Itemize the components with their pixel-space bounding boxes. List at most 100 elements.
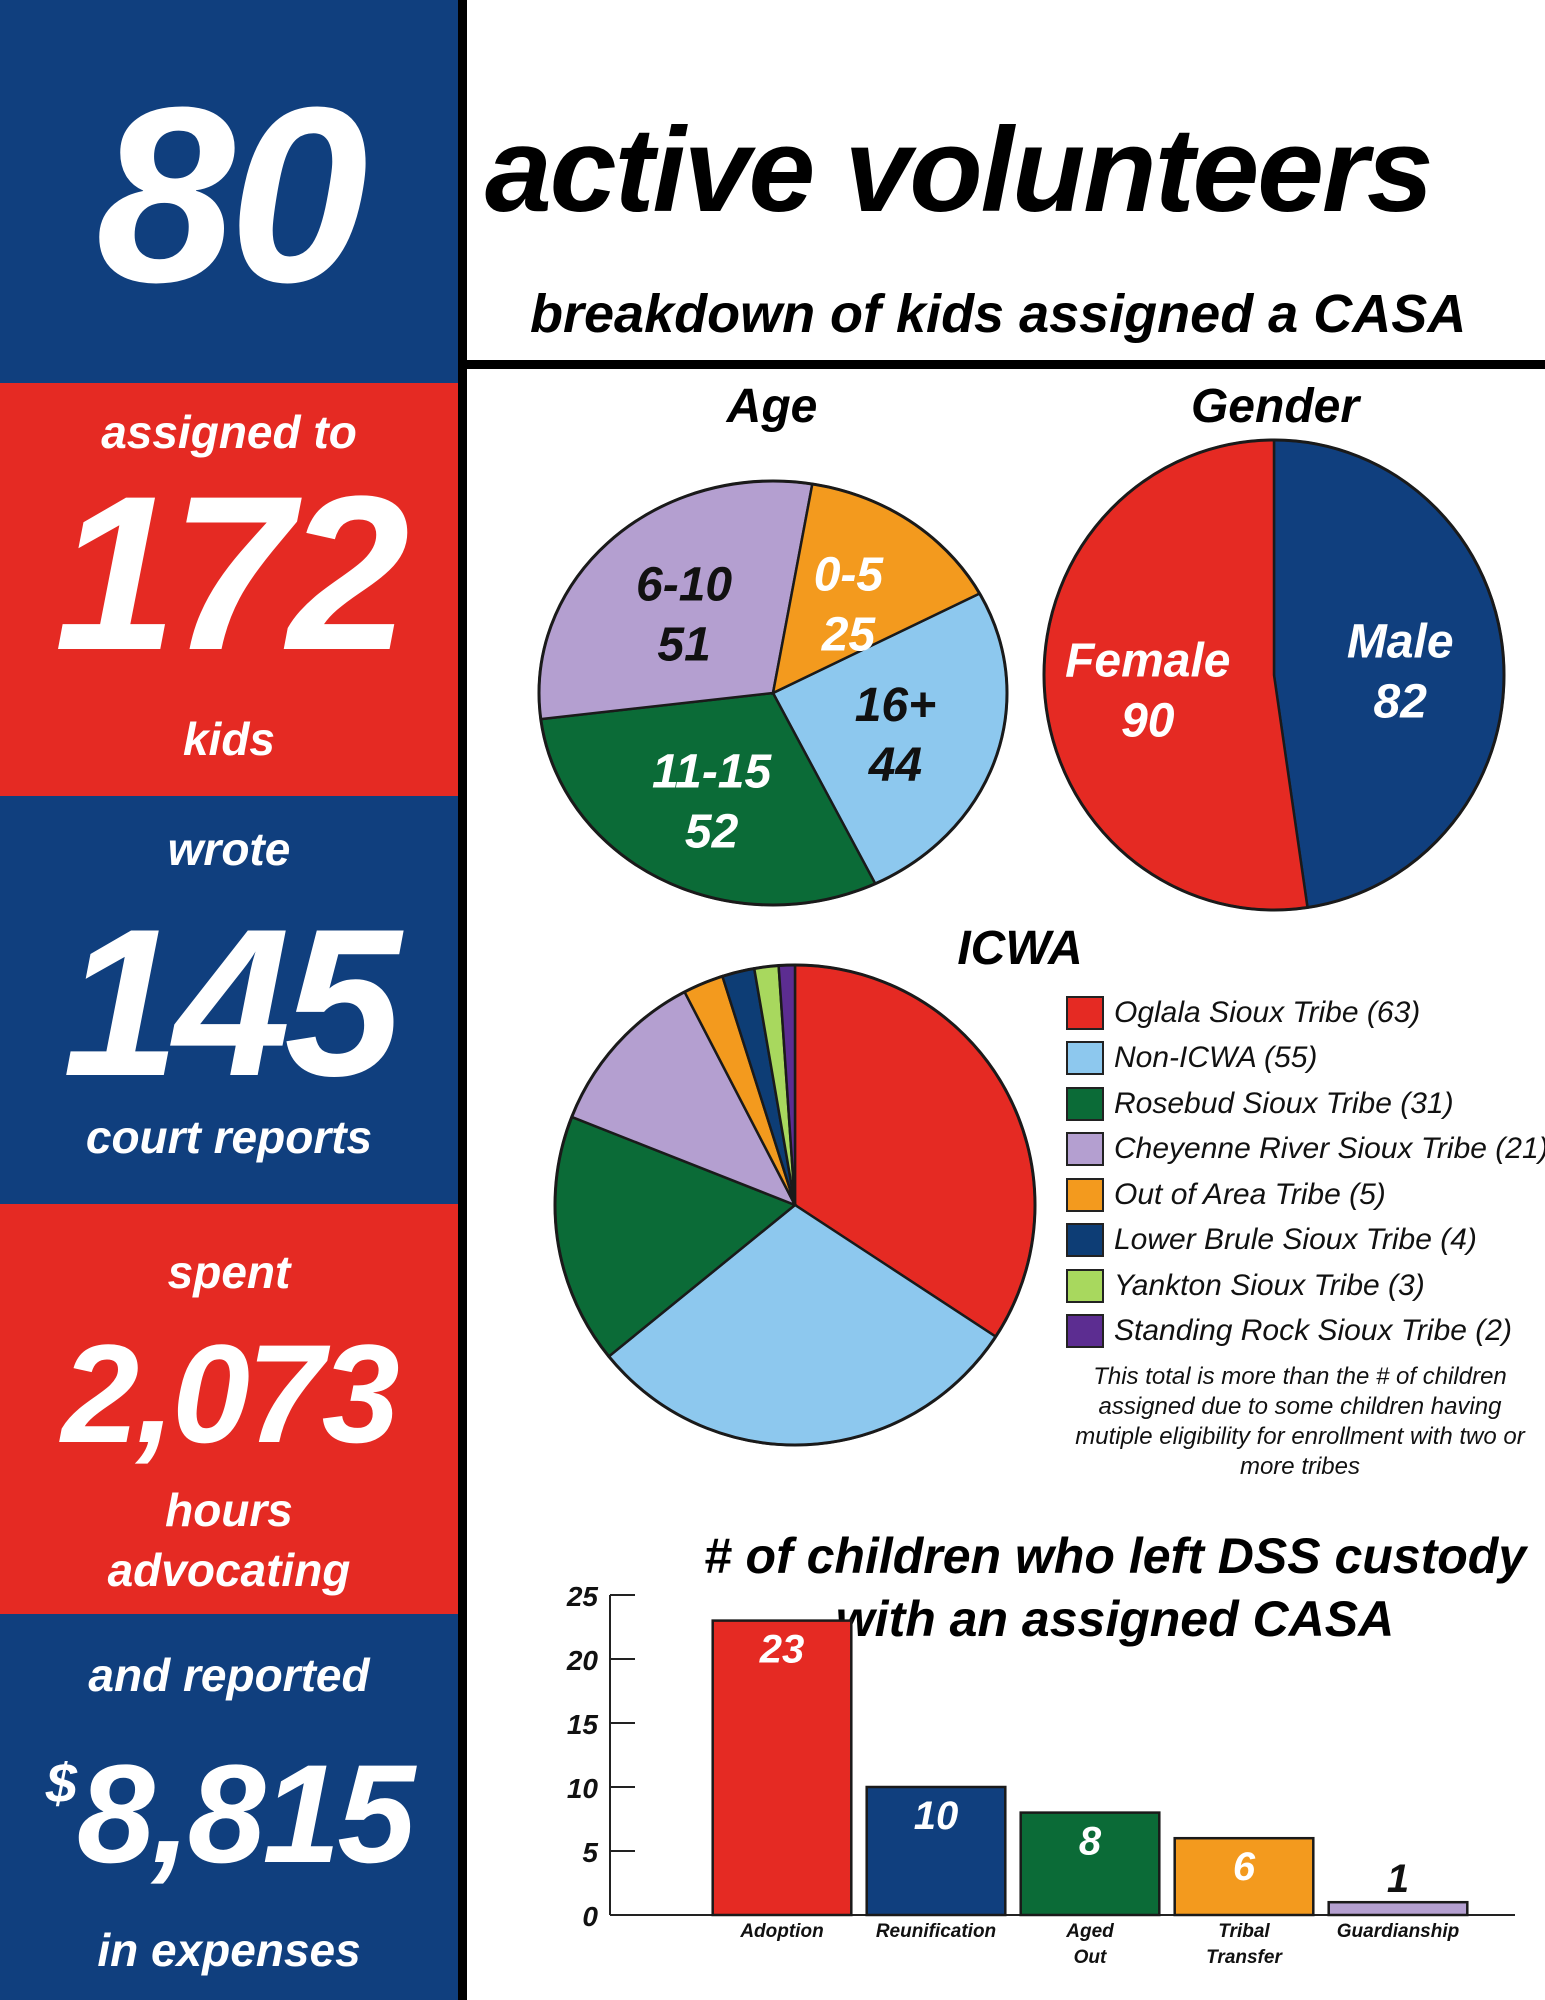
icwa-pie-chart bbox=[553, 963, 1037, 1447]
bar-value-adoption: 23 bbox=[759, 1628, 805, 1672]
pie-label-male: Male bbox=[1347, 616, 1454, 669]
kids-block: assigned to 172 kids bbox=[0, 383, 458, 796]
bar-chart-title-line1: # of children who left DSS custody bbox=[703, 1528, 1527, 1584]
legend-swatch bbox=[1066, 1132, 1104, 1167]
icwa-note: This total is more than the # of childre… bbox=[1075, 1363, 1525, 1480]
expenses-block: and reported $8,815 in expenses bbox=[0, 1614, 458, 2000]
pie-label-6-10: 6-10 bbox=[636, 559, 732, 612]
hours-number: 2,073 bbox=[61, 1315, 399, 1472]
y-tick-label-25: 25 bbox=[566, 1581, 599, 1612]
x-tick-label-reunification: Reunification bbox=[876, 1921, 996, 1942]
legend-label: Rosebud Sioux Tribe (31) bbox=[1114, 1086, 1454, 1120]
y-tick-label-10: 10 bbox=[567, 1773, 599, 1804]
legend-swatch bbox=[1066, 1177, 1104, 1212]
legend-item-rosebud-sioux-tribe: Rosebud Sioux Tribe (31) bbox=[1066, 1081, 1541, 1127]
legend-swatch bbox=[1066, 1041, 1104, 1076]
y-tick-label-15: 15 bbox=[567, 1709, 599, 1740]
icwa-chart-title: ICWA bbox=[957, 922, 1083, 975]
bar-value-tribal-transfer: 6 bbox=[1233, 1845, 1256, 1889]
hours-label: hours bbox=[165, 1484, 293, 1536]
legend-label: Yankton Sioux Tribe (3) bbox=[1114, 1268, 1425, 1302]
pie-outline-age bbox=[537, 479, 1009, 907]
x-tick-label-guardianship: Guardianship bbox=[1337, 1921, 1459, 1942]
in-expenses-label: in expenses bbox=[97, 1924, 361, 1976]
legend-item-lower-brule-sioux-tribe: Lower Brule Sioux Tribe (4) bbox=[1066, 1218, 1541, 1264]
volunteers-block: 80 bbox=[0, 0, 458, 383]
reports-block: wrote 145 court reports bbox=[0, 796, 458, 1204]
legend-item-out-of-area-tribe: Out of Area Tribe (5) bbox=[1066, 1172, 1541, 1218]
expenses-number: $8,815 bbox=[0, 1744, 458, 1884]
legend-item-oglala-sioux-tribe: Oglala Sioux Tribe (63) bbox=[1066, 990, 1541, 1036]
legend-label: Standing Rock Sioux Tribe (2) bbox=[1114, 1314, 1512, 1348]
bar-value-aged-out: 8 bbox=[1079, 1820, 1102, 1864]
pie-value-male: 82 bbox=[1374, 676, 1428, 729]
bar-chart-title: # of children who left DSS custody with … bbox=[690, 1525, 1540, 1650]
pie-outline-gender bbox=[1042, 438, 1506, 912]
assigned-to-label: assigned to bbox=[101, 406, 357, 458]
pie-value-0-5: 25 bbox=[821, 609, 877, 662]
legend-item-standing-rock-sioux-tribe: Standing Rock Sioux Tribe (2) bbox=[1066, 1309, 1541, 1355]
gender-chart-title: Gender bbox=[1190, 380, 1360, 433]
age-pie-chart: 16+ 44 11-15 52 6-10 51 0-5 25 bbox=[537, 479, 1009, 907]
legend-swatch bbox=[1066, 1223, 1104, 1258]
pie-value-6-10: 51 bbox=[657, 619, 710, 672]
pie-slice-gender-male bbox=[1272, 438, 1506, 909]
legend-item-non-icwa: Non-ICWA (55) bbox=[1066, 1036, 1541, 1082]
gender-pie-chart: Male 82 Female 90 bbox=[1042, 438, 1506, 912]
header-rule bbox=[467, 360, 1545, 369]
x-tick-label-adoption: Adoption bbox=[739, 1921, 823, 1942]
page-subtitle: breakdown of kids assigned a CASA bbox=[530, 284, 1467, 344]
dss-custody-bar-chart: 0 5 10 15 20 25 23 Adoption 10 Reunification 8 Aged… bbox=[566, 1581, 1515, 1968]
pie-label-female: Female bbox=[1065, 634, 1230, 687]
legend-swatch bbox=[1066, 995, 1104, 1030]
spent-label: spent bbox=[167, 1246, 291, 1298]
bar-adoption bbox=[711, 1619, 853, 1917]
bar-reunification bbox=[865, 1785, 1007, 1917]
legend-swatch bbox=[1066, 1268, 1104, 1303]
x-tick-label-tribal-transfer: Tribal bbox=[1218, 1921, 1270, 1942]
legend-label: Oglala Sioux Tribe (63) bbox=[1114, 995, 1421, 1029]
wrote-label: wrote bbox=[167, 823, 291, 875]
pie-label-16: 16+ bbox=[855, 679, 936, 732]
dollar-sign: $ bbox=[45, 1751, 77, 1814]
bar-value-reunification: 10 bbox=[914, 1794, 959, 1838]
court-reports-label: court reports bbox=[85, 1111, 373, 1163]
legend-item-cheyenne-river-sioux-tribe: Cheyenne River Sioux Tribe (21) bbox=[1066, 1127, 1545, 1173]
expenses-value: 8,815 bbox=[76, 1735, 415, 1892]
legend-label: Lower Brule Sioux Tribe (4) bbox=[1114, 1223, 1477, 1257]
icwa-legend: Oglala Sioux Tribe (63) Non-ICWA (55) Rose… bbox=[1066, 990, 1545, 1355]
bar-guardianship bbox=[1327, 1900, 1469, 1917]
x-tick-label-aged-out: Out bbox=[1074, 1947, 1107, 1968]
bar-chart-title-line2: with an assigned CASA bbox=[835, 1590, 1395, 1647]
vertical-divider bbox=[458, 0, 467, 2000]
bar-aged-out bbox=[1019, 1811, 1161, 1917]
pie-label-11-15: 11-15 bbox=[652, 746, 773, 799]
kids-label: kids bbox=[182, 713, 276, 765]
legend-label: Non-ICWA (55) bbox=[1114, 1041, 1318, 1075]
legend-swatch bbox=[1066, 1086, 1104, 1121]
page-title: active volunteers bbox=[485, 103, 1433, 237]
bar-value-guardianship: 1 bbox=[1387, 1857, 1409, 1901]
reports-number: 145 bbox=[62, 885, 401, 1120]
pie-outline-icwa bbox=[553, 963, 1037, 1447]
legend-label: Out of Area Tribe (5) bbox=[1114, 1177, 1386, 1211]
y-tick-label-5: 5 bbox=[582, 1837, 598, 1868]
and-reported-label: and reported bbox=[88, 1649, 370, 1701]
age-chart-title: Age bbox=[726, 380, 818, 433]
y-tick-label-20: 20 bbox=[566, 1645, 599, 1676]
pie-value-16: 44 bbox=[868, 739, 922, 792]
legend-item-yankton-sioux-tribe: Yankton Sioux Tribe (3) bbox=[1066, 1263, 1541, 1309]
volunteers-number: 80 bbox=[95, 55, 368, 334]
pie-value-11-15: 52 bbox=[685, 806, 739, 859]
bar-tribal-transfer bbox=[1173, 1836, 1315, 1917]
legend-swatch bbox=[1066, 1314, 1104, 1349]
kids-number: 172 bbox=[54, 450, 409, 696]
hours-block: spent 2,073 hours advocating bbox=[0, 1204, 458, 1614]
stats-sidebar: 80 assigned to 172 kids wrote 145 court … bbox=[0, 0, 458, 2000]
legend-label: Cheyenne River Sioux Tribe (21) bbox=[1114, 1132, 1545, 1166]
x-tick-label-aged-out: Aged bbox=[1065, 1921, 1114, 1942]
x-tick-label-tribal-transfer: Transfer bbox=[1206, 1947, 1283, 1968]
y-tick-label-0: 0 bbox=[582, 1901, 598, 1932]
pie-label-0-5: 0-5 bbox=[814, 549, 885, 602]
pie-value-female: 90 bbox=[1121, 694, 1175, 747]
